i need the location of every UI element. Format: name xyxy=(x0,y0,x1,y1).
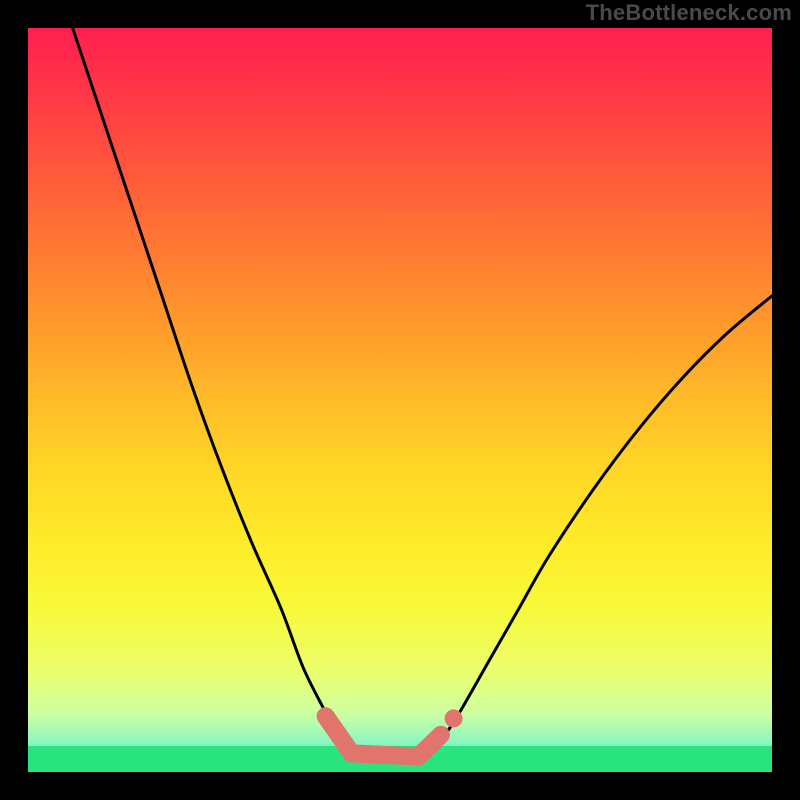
watermark-text: TheBottleneck.com xyxy=(586,0,792,26)
plot-area xyxy=(28,28,772,772)
marker-dot xyxy=(445,709,463,727)
gradient-background xyxy=(28,28,772,772)
marker-pill xyxy=(352,753,419,756)
bottleneck-curve-chart xyxy=(28,28,772,772)
chart-container: TheBottleneck.com xyxy=(0,0,800,800)
